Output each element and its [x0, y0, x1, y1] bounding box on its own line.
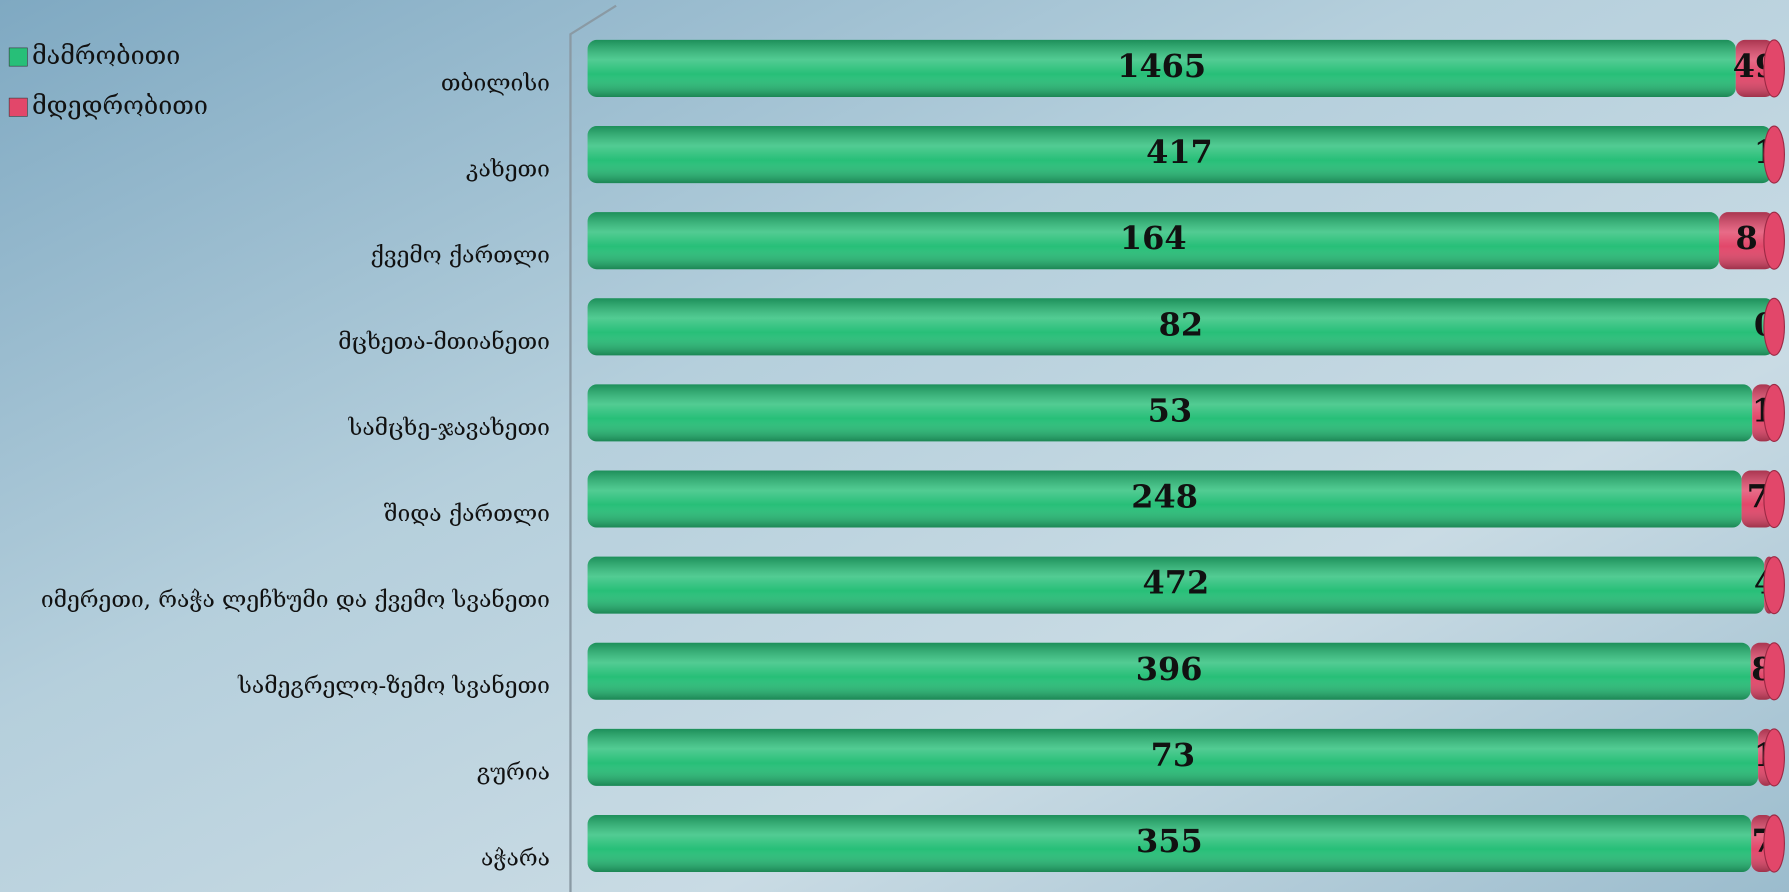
category-label: სამცხე-ჯავახეთი: [348, 415, 550, 441]
category-label: შიდა ქართლი: [384, 501, 550, 527]
data-label: 8: [1735, 219, 1757, 257]
bar-shade: [587, 556, 1765, 614]
bar-cap: [1763, 297, 1786, 356]
legend-label: მამრობითი: [32, 41, 180, 70]
bar-cap: [1763, 125, 1786, 184]
data-label: 73: [1151, 736, 1195, 774]
bar-cap: [1763, 642, 1786, 701]
bar-cap: [1763, 211, 1786, 270]
data-label: 396: [1136, 650, 1203, 688]
category-label: მცხეთა-მთიანეთი: [338, 329, 550, 355]
data-label: 53: [1148, 391, 1192, 429]
data-label: 472: [1143, 564, 1210, 602]
bar-cap: [1763, 814, 1786, 873]
data-label: 417: [1146, 133, 1213, 171]
bar-shade: [1718, 212, 1775, 270]
bar-shade: [587, 212, 1719, 270]
category-label: აჭარა: [481, 845, 550, 871]
legend-swatch: [8, 47, 28, 67]
category-label: გურია: [477, 759, 550, 785]
legend-label: მდედრობითი: [32, 91, 208, 120]
bar-shade: [587, 384, 1753, 442]
category-label: თბილისი: [441, 70, 550, 96]
bar-cap: [1763, 383, 1786, 443]
bar-cap: [1763, 469, 1786, 529]
category-label: იმერეთი, რაჭა ლეჩხუმი და ქვემო სვანეთი: [41, 587, 550, 613]
category-label: სამეგრელო-ზემო სვანეთი: [237, 673, 550, 699]
data-label: 355: [1136, 822, 1203, 860]
bar-shade: [587, 470, 1742, 528]
legend-swatch: [8, 97, 28, 117]
bar-shade: [587, 298, 1775, 356]
category-label: კახეთი: [466, 157, 550, 183]
bar-shade: [587, 728, 1759, 786]
data-label: 248: [1131, 478, 1198, 516]
bar-cap: [1763, 39, 1786, 98]
bar-shade: [587, 39, 1736, 97]
category-label: ქვემო ქართლი: [371, 243, 550, 269]
data-label: 7: [1747, 478, 1769, 516]
bar-shade: [587, 815, 1752, 873]
bar-cap: [1763, 728, 1786, 787]
axis-wall: [569, 4, 617, 892]
bar-cap: [1763, 556, 1786, 615]
bar-shade: [587, 642, 1751, 700]
data-label: 164: [1120, 219, 1187, 257]
bar-shade: [1735, 39, 1775, 97]
bar-shade: [587, 126, 1772, 184]
data-label: 82: [1159, 305, 1203, 343]
data-label: 1465: [1117, 47, 1206, 85]
